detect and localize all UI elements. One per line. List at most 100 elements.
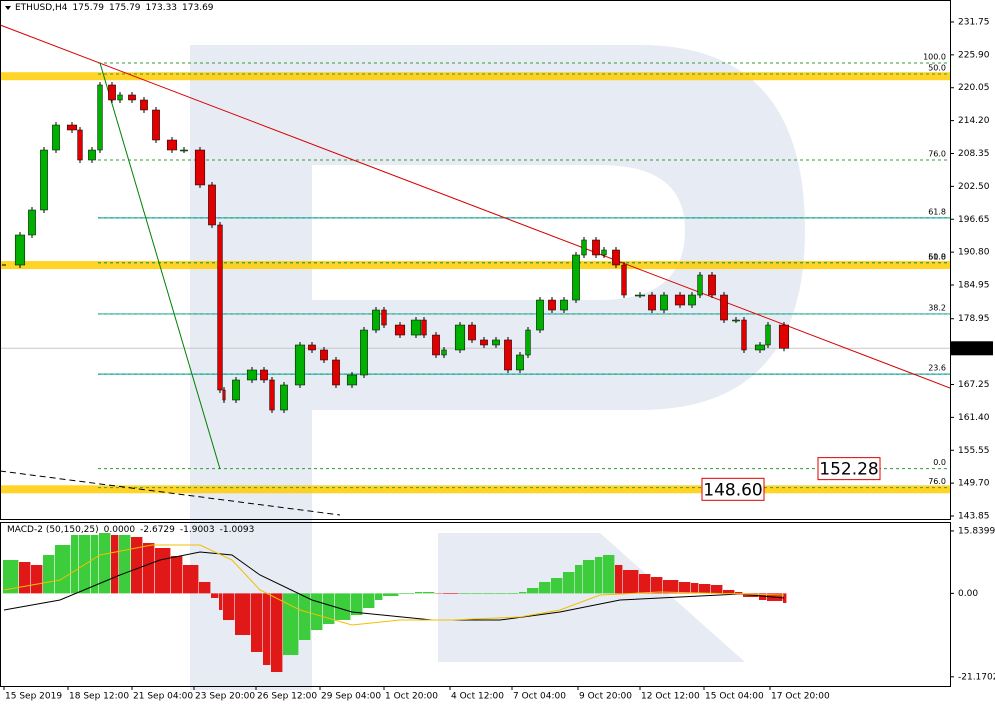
indicator-name: MACD-2 (50,150,25) (7, 525, 99, 535)
candle-body (674, 294, 686, 306)
histogram-bar (155, 548, 171, 594)
candle-body (280, 384, 288, 411)
candle-body (194, 149, 206, 186)
fib-label: 50.0 (928, 63, 946, 72)
fib-label: 0.0 (933, 458, 946, 467)
y-tick-label: 214.20 (958, 116, 990, 126)
histogram-bar (283, 593, 299, 655)
histogram-bar (443, 593, 459, 595)
x-tick-label: 15 Sep 2019 (5, 692, 62, 702)
y-tick-label: 208.35 (958, 149, 990, 159)
watermark-bowl (312, 45, 805, 410)
histogram-bar (495, 593, 507, 595)
histogram-bar (759, 593, 767, 600)
fib-label: 23.6 (928, 364, 946, 373)
x-tick-label: 29 Sep 04:00 (321, 692, 381, 702)
candle-body (208, 184, 216, 226)
y-tick-label: 167.25 (958, 380, 990, 390)
fib-label: 61.8 (928, 207, 946, 216)
price-plot: 100.050.076.061.861.850.038.223.60.076.0 (1, 24, 950, 516)
candle-body (634, 294, 646, 297)
y-tick-label: -21.1702 (958, 672, 995, 682)
candle-body (332, 359, 340, 386)
candle-body (372, 309, 380, 331)
histogram-bar (55, 545, 71, 594)
x-tick-label: 15 Oct 04:00 (705, 692, 764, 702)
histogram-bar (199, 581, 211, 594)
x-tick-label: 1 Oct 20:00 (385, 692, 438, 702)
y-tick-label: 143.85 (958, 512, 990, 522)
trend-line (1, 470, 341, 516)
histogram-bar (583, 559, 595, 594)
histogram-bar (299, 593, 311, 641)
candle-body (660, 294, 668, 311)
fib-label: 61.8 (928, 252, 946, 261)
histogram-bar (263, 593, 271, 665)
histogram-bar (99, 532, 111, 594)
callout-box (701, 477, 765, 501)
x-tick-label: 7 Oct 04:00 (513, 692, 566, 702)
callout-label: 152.28 (819, 460, 878, 480)
histogram-bar (651, 577, 663, 594)
macd-plot (3, 532, 787, 673)
candle-body (77, 129, 83, 161)
axes: 231.75 225.90 220.05 214.20 208.35 202.50 196.… (3, 17, 995, 702)
y-tick-label: 196.65 (958, 215, 990, 225)
histogram-bar (691, 582, 699, 594)
histogram-bar (575, 564, 583, 594)
histogram-bar (183, 564, 199, 594)
callout-label: 148.60 (703, 480, 762, 500)
callout-box (817, 457, 881, 481)
candle-body (260, 369, 268, 381)
histogram-bar (363, 593, 375, 608)
histogram-bar (211, 593, 219, 598)
macd-line (3, 551, 785, 621)
histogram-bar (219, 593, 223, 611)
histogram-bar (563, 572, 575, 594)
histogram-bar (143, 542, 155, 594)
histogram-bar (3, 559, 19, 594)
candle-body (688, 294, 696, 306)
candle-body (468, 324, 476, 341)
x-tick-label: 4 Oct 12:00 (451, 692, 504, 702)
symbol: ETHUSD,H4 (15, 3, 68, 13)
fib-label: 100.0 (923, 53, 946, 62)
candle-body (560, 299, 568, 311)
zone (1, 261, 950, 270)
watermark-leg (438, 533, 745, 662)
histogram-bar (323, 593, 335, 624)
candle-body (621, 264, 627, 296)
candle-body (52, 124, 60, 151)
candle-body (108, 84, 116, 101)
x-tick-label: 21 Sep 04:00 (133, 692, 193, 702)
histogram-bar (663, 580, 679, 594)
candle-body (572, 254, 580, 301)
fib-label: 76.0 (928, 149, 946, 158)
histogram-bar (91, 534, 99, 594)
histogram-bar (699, 583, 711, 594)
y-tick-label: 202.50 (958, 182, 990, 192)
macd-panel-frame (0, 522, 951, 687)
candle-body (548, 299, 556, 311)
candle-body (697, 274, 703, 296)
histogram-bar (711, 584, 723, 594)
candle-body (612, 249, 620, 266)
candle-body (410, 319, 422, 336)
y-tick-label: 190.80 (958, 248, 990, 258)
y-tick-label: 184.95 (958, 281, 990, 291)
trend-line (99, 62, 221, 470)
macd-header: MACD-2 (50,150,25) 0.0000 -2.6729 -1.900… (7, 525, 254, 535)
histogram-bar (483, 593, 495, 595)
zone (1, 485, 950, 494)
y-tick-label: 0.00 (958, 589, 978, 599)
reading: -2.6729 (140, 525, 175, 535)
candle-body (592, 239, 600, 256)
histogram-bar (639, 574, 651, 594)
candle-body (441, 349, 447, 356)
candle-body (536, 299, 544, 331)
histogram-bar (615, 564, 623, 594)
x-tick-label: 12 Oct 12:00 (641, 692, 700, 702)
x-tick-label: 26 Sep 12:00 (257, 692, 317, 702)
